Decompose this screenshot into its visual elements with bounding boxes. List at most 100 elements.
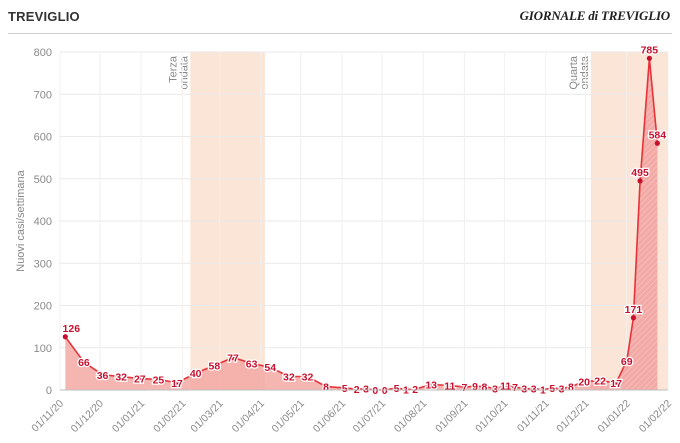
data-label: 66 bbox=[78, 357, 90, 369]
data-point bbox=[304, 373, 311, 380]
data-label: 5 bbox=[549, 383, 555, 395]
data-point bbox=[99, 372, 106, 378]
data-label: 11 bbox=[500, 380, 511, 392]
data-point bbox=[137, 375, 143, 382]
y-tick-label: 500 bbox=[34, 174, 52, 186]
data-label: 1 bbox=[540, 385, 546, 397]
x-tick-label: 01/02/22 bbox=[637, 398, 674, 435]
data-point bbox=[654, 140, 660, 146]
y-axis-label: Nuovi casi/settimana bbox=[15, 169, 27, 271]
grid-layer bbox=[59, 51, 669, 391]
x-tick-label: 01/05/21 bbox=[270, 398, 307, 435]
data-label: 1 bbox=[403, 385, 409, 397]
data-label: 13 bbox=[425, 380, 437, 392]
series-line bbox=[64, 58, 659, 391]
data-point bbox=[62, 334, 68, 340]
x-tick-label: 01/04/21 bbox=[230, 398, 267, 435]
data-point bbox=[630, 315, 637, 321]
band-label-2-part-2: ondata bbox=[579, 55, 591, 90]
y-tick-label: 400 bbox=[34, 216, 52, 228]
data-label: 77 bbox=[227, 352, 239, 364]
data-label: 9 bbox=[472, 381, 478, 393]
data-label: 17 bbox=[610, 378, 622, 390]
data-label: 69 bbox=[621, 356, 633, 368]
data-label: 27 bbox=[134, 374, 146, 386]
x-tick-label: 01/11/21 bbox=[515, 398, 552, 435]
y-tick-label: 800 bbox=[34, 47, 52, 59]
page-title: TREVIGLIO bbox=[8, 9, 80, 24]
y-tick-label: 700 bbox=[34, 89, 52, 101]
data-label: 8 bbox=[323, 382, 329, 394]
x-tick-label: 01/01/21 bbox=[110, 398, 147, 435]
data-point bbox=[118, 373, 124, 380]
data-label: 584 bbox=[649, 129, 667, 141]
data-label: 8 bbox=[568, 382, 574, 394]
data-label: 25 bbox=[153, 374, 165, 386]
data-point bbox=[323, 384, 329, 390]
data-label: 36 bbox=[97, 370, 109, 382]
data-label: 32 bbox=[283, 371, 295, 383]
band-label-1-part-2: ondata bbox=[178, 55, 190, 90]
data-point bbox=[174, 380, 180, 386]
data-point bbox=[155, 376, 162, 383]
data-point bbox=[211, 362, 217, 369]
data-label: 63 bbox=[246, 358, 258, 370]
data-label: 17 bbox=[171, 378, 183, 390]
brand-logo: GIORNALE di TREVIGLIO bbox=[519, 8, 671, 23]
data-label: 22 bbox=[594, 376, 606, 388]
y-tick-label: 0 bbox=[46, 385, 52, 397]
data-point bbox=[581, 378, 587, 385]
data-point bbox=[461, 384, 468, 390]
data-point bbox=[637, 178, 643, 184]
data-label: 7 bbox=[512, 382, 518, 394]
data-label: 40 bbox=[190, 368, 202, 380]
data-point bbox=[624, 358, 630, 364]
data-point bbox=[248, 360, 255, 366]
x-tick-label: 01/03/21 bbox=[188, 398, 225, 435]
x-tick-label: 01/02/21 bbox=[151, 398, 188, 435]
data-label: 0 bbox=[382, 385, 388, 397]
data-point bbox=[447, 382, 453, 388]
chart-header: TREVIGLIO GIORNALE di TREVIGLIO bbox=[0, 0, 680, 34]
data-label: 54 bbox=[264, 362, 276, 374]
data-label: 20 bbox=[578, 377, 590, 389]
data-label: 32 bbox=[115, 371, 127, 383]
data-point bbox=[568, 384, 574, 390]
x-tick-label: 01/11/20 bbox=[29, 398, 66, 435]
markers-layer bbox=[62, 55, 660, 393]
x-tick-label: 01/07/21 bbox=[351, 398, 388, 435]
y-tick-label: 200 bbox=[34, 301, 52, 313]
data-point bbox=[193, 370, 199, 376]
x-tick-label: 01/08/21 bbox=[392, 398, 429, 435]
data-label: 5 bbox=[394, 383, 400, 395]
y-tick-label: 100 bbox=[34, 343, 52, 355]
data-label: 32 bbox=[302, 371, 314, 383]
data-label: 126 bbox=[63, 323, 81, 335]
data-label: 0 bbox=[372, 385, 378, 397]
series-area bbox=[65, 58, 658, 391]
x-tick-label: 01/12/21 bbox=[554, 398, 591, 435]
x-tick-label: 01/01/22 bbox=[595, 398, 632, 435]
data-point bbox=[81, 359, 87, 365]
x-tick-label: 01/06/21 bbox=[311, 398, 348, 435]
data-point bbox=[646, 55, 652, 61]
data-point bbox=[428, 381, 434, 388]
data-label: 171 bbox=[625, 304, 643, 316]
data-label: 7 bbox=[462, 382, 468, 394]
data-point bbox=[613, 380, 619, 386]
band-label-1-part-1: Terza bbox=[167, 55, 179, 83]
x-tick-label: 01/09/21 bbox=[433, 398, 470, 435]
data-point bbox=[230, 354, 236, 361]
band-label-2-part-1: Quarta bbox=[568, 55, 580, 90]
data-label: 785 bbox=[641, 44, 659, 56]
data-point bbox=[393, 385, 400, 391]
data-point bbox=[286, 373, 292, 380]
data-point bbox=[267, 364, 273, 370]
data-point bbox=[512, 384, 518, 390]
area-layer bbox=[64, 58, 659, 391]
data-point bbox=[549, 385, 555, 391]
y-tick-label: 600 bbox=[34, 132, 52, 144]
data-label: 495 bbox=[631, 167, 649, 179]
data-point bbox=[481, 384, 488, 390]
data-label: 11 bbox=[444, 380, 455, 392]
